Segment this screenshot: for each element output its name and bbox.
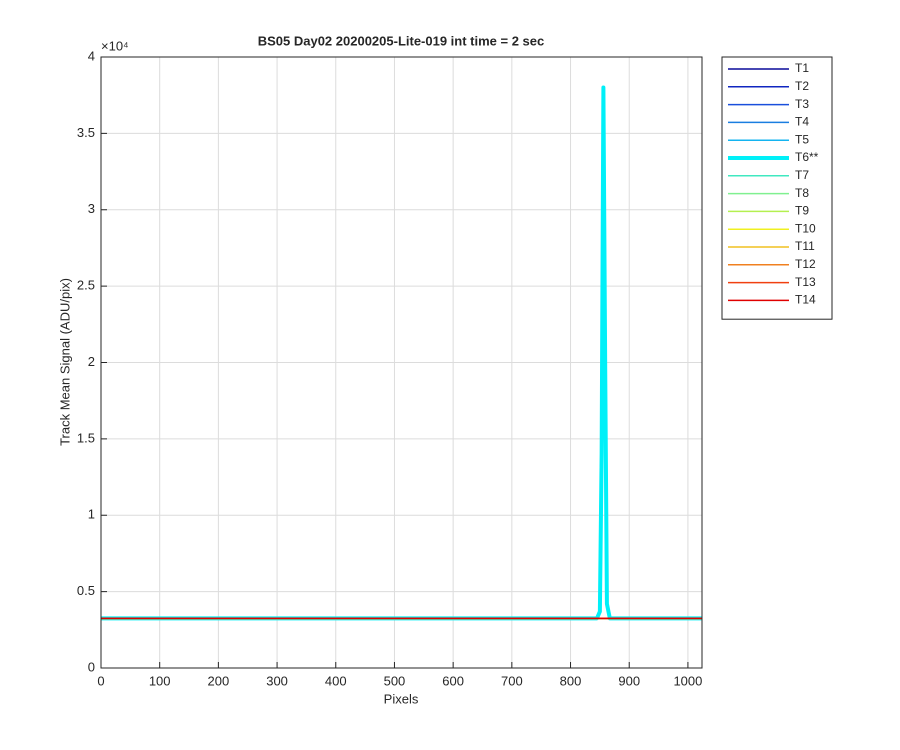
chart-title: BS05 Day02 20200205-Lite-019 int time = … bbox=[258, 33, 545, 48]
y-tick-label: 1.5 bbox=[77, 430, 95, 445]
legend-label: T2 bbox=[795, 79, 809, 93]
x-tick-label: 0 bbox=[97, 673, 104, 688]
x-tick-label: 800 bbox=[560, 673, 582, 688]
legend-label: T5 bbox=[795, 132, 809, 146]
x-tick-label: 200 bbox=[208, 673, 230, 688]
y-tick-label: 1 bbox=[88, 507, 95, 522]
x-tick-label: 500 bbox=[384, 673, 406, 688]
x-tick-label: 700 bbox=[501, 673, 523, 688]
x-tick-label: 400 bbox=[325, 673, 347, 688]
legend-label: T3 bbox=[795, 97, 809, 111]
legend-label: T9 bbox=[795, 204, 809, 218]
x-axis-label: Pixels bbox=[384, 691, 419, 706]
y-tick-label: 3 bbox=[88, 201, 95, 216]
y-tick-label: 2.5 bbox=[77, 278, 95, 293]
legend-label: T8 bbox=[795, 186, 809, 200]
legend-box bbox=[721, 56, 833, 320]
x-tick-label: 100 bbox=[149, 673, 171, 688]
y-tick-label: 0 bbox=[88, 659, 95, 674]
x-tick-label: 1000 bbox=[673, 673, 702, 688]
x-tick-label: 300 bbox=[266, 673, 288, 688]
x-tick-label: 600 bbox=[442, 673, 464, 688]
y-axis-label: Track Mean Signal (ADU/pix) bbox=[57, 278, 72, 446]
plot-frame bbox=[100, 56, 703, 669]
legend-label: T4 bbox=[795, 115, 809, 129]
y-tick-label: 3.5 bbox=[77, 125, 95, 140]
y-multiplier: ×10⁴ bbox=[101, 38, 129, 53]
y-tick-label: 0.5 bbox=[77, 583, 95, 598]
y-tick-label: 2 bbox=[88, 354, 95, 369]
legend-label: T13 bbox=[795, 275, 816, 289]
legend-label: T11 bbox=[795, 239, 815, 253]
legend-label: T14 bbox=[795, 293, 816, 307]
legend-label: T10 bbox=[795, 221, 816, 235]
x-tick-label: 900 bbox=[618, 673, 640, 688]
y-tick-label: 4 bbox=[88, 48, 95, 63]
legend-label: T7 bbox=[795, 168, 809, 182]
legend-label: T1 bbox=[795, 61, 809, 75]
legend-label: T12 bbox=[795, 257, 816, 271]
legend-label: T6** bbox=[795, 150, 819, 164]
